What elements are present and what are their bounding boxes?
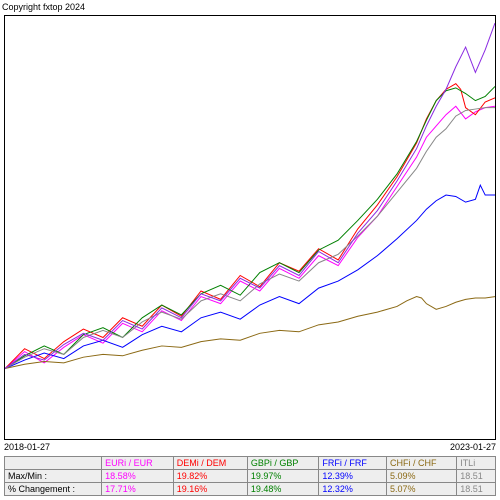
series-frfi-frf: [5, 185, 495, 368]
legend-change-cell: 12.32%: [319, 483, 387, 496]
legend-change-cell: 5.07%: [386, 483, 456, 496]
legend-maxmin-cell: 18.58%: [102, 470, 174, 483]
legend-maxmin-cell: 5.09%: [386, 470, 456, 483]
legend-change-cell: 19.48%: [247, 483, 319, 496]
line-chart: [5, 16, 495, 439]
x-axis-start: 2018-01-27: [4, 442, 50, 452]
legend-table: EURi / EURDEMi / DEMGBPi / GBPFRFi / FRF…: [4, 456, 496, 496]
legend-header: DEMi / DEM: [173, 457, 247, 470]
legend-maxmin-cell: 12.39%: [319, 470, 387, 483]
legend-blank-cell: [5, 457, 102, 470]
legend-change-cell: 19.16%: [173, 483, 247, 496]
legend-change-row: % Changement : 17.71%19.16%19.48%12.32%5…: [5, 483, 496, 496]
legend-header: CHFi / CHF: [386, 457, 456, 470]
change-label: % Changement :: [5, 483, 102, 496]
legend-change-cell: 17.71%: [102, 483, 174, 496]
maxmin-label: Max/Min :: [5, 470, 102, 483]
legend-header: EURi / EUR: [102, 457, 174, 470]
copyright-text: Copyright fxtop 2024: [2, 2, 85, 12]
legend-maxmin-cell: 19.82%: [173, 470, 247, 483]
legend-header: FRFi / FRF: [319, 457, 387, 470]
legend-maxmin-row: Max/Min : 18.58%19.82%19.97%12.39%5.09%1…: [5, 470, 496, 483]
chart-area: [4, 15, 496, 440]
series-euri-eur: [5, 106, 495, 368]
legend-header: ITLi: [457, 457, 496, 470]
legend-maxmin-cell: 19.97%: [247, 470, 319, 483]
legend-change-cell: 18.51: [457, 483, 496, 496]
series-gbpi-gbp: [5, 86, 495, 368]
series-demi-dem: [5, 84, 495, 369]
legend-header: GBPi / GBP: [247, 457, 319, 470]
legend-header-row: EURi / EURDEMi / DEMGBPi / GBPFRFi / FRF…: [5, 457, 496, 470]
series-extra-violet: [5, 23, 495, 368]
legend-maxmin-cell: 18.51: [457, 470, 496, 483]
x-axis-end: 2023-01-27: [450, 442, 496, 452]
